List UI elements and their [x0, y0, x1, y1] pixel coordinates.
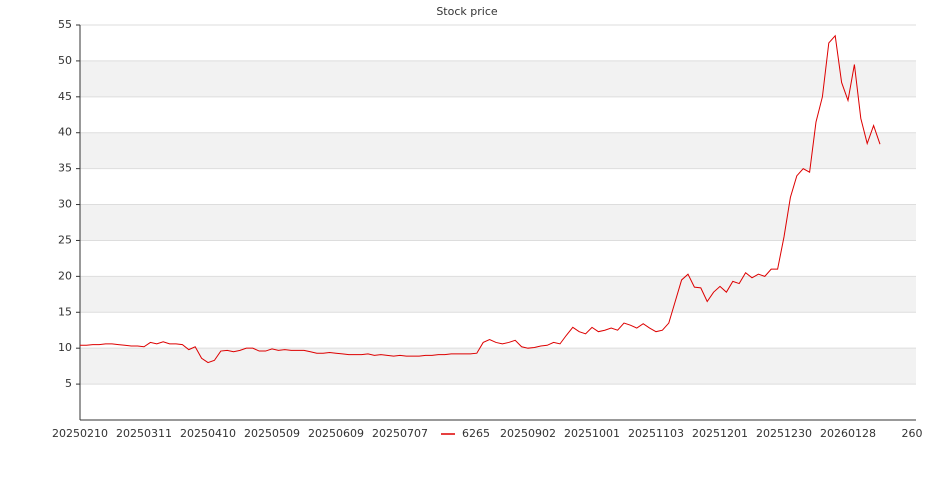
y-tick-label: 10 — [58, 341, 72, 354]
y-tick-label: 55 — [58, 18, 72, 31]
y-tick-label: 30 — [58, 198, 72, 211]
y-tick-label: 35 — [58, 162, 72, 175]
x-tick-label: 20250902 — [500, 427, 556, 440]
grid-band — [80, 60, 916, 97]
x-tick-label: 20251103 — [628, 427, 684, 440]
y-tick-label: 15 — [58, 305, 72, 318]
price-line — [80, 34, 881, 364]
y-tick-label: 40 — [58, 126, 72, 139]
grid-band — [80, 204, 916, 241]
y-tick-label: 50 — [58, 54, 72, 67]
grid-band — [80, 276, 916, 313]
x-tick-label: 20250609 — [308, 427, 364, 440]
x-tick-label: 20260128 — [820, 427, 876, 440]
x-tick-label: 20251001 — [564, 427, 620, 440]
x-tick-label: 20251201 — [692, 427, 748, 440]
y-tick-label: 45 — [58, 90, 72, 103]
x-tick-label: 20250707 — [372, 427, 428, 440]
legend-label: 6265 — [462, 427, 490, 440]
x-tick-label: 20250509 — [244, 427, 300, 440]
x-tick-label: 260 — [902, 427, 923, 440]
y-tick-label: 25 — [58, 233, 72, 246]
y-tick-label: 20 — [58, 269, 72, 282]
grid-band — [80, 348, 916, 385]
x-tick-label: 20250210 — [52, 427, 108, 440]
legend-bg — [439, 426, 493, 442]
y-tick-label: 5 — [65, 377, 72, 390]
x-tick-label: 20251230 — [756, 427, 812, 440]
chart-title: Stock price — [436, 5, 498, 18]
grid-band — [80, 132, 916, 169]
x-tick-label: 20250410 — [180, 427, 236, 440]
x-tick-label: 20250311 — [116, 427, 172, 440]
